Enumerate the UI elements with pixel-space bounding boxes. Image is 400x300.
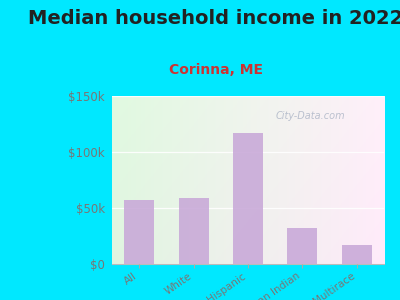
Bar xyxy=(179,198,208,264)
Bar xyxy=(233,133,263,264)
Text: Corinna, ME: Corinna, ME xyxy=(169,63,263,77)
Text: City-Data.com: City-Data.com xyxy=(276,111,345,121)
Bar xyxy=(288,228,317,264)
Bar xyxy=(342,245,372,264)
Text: Median household income in 2022: Median household income in 2022 xyxy=(28,9,400,28)
Bar xyxy=(124,200,154,264)
